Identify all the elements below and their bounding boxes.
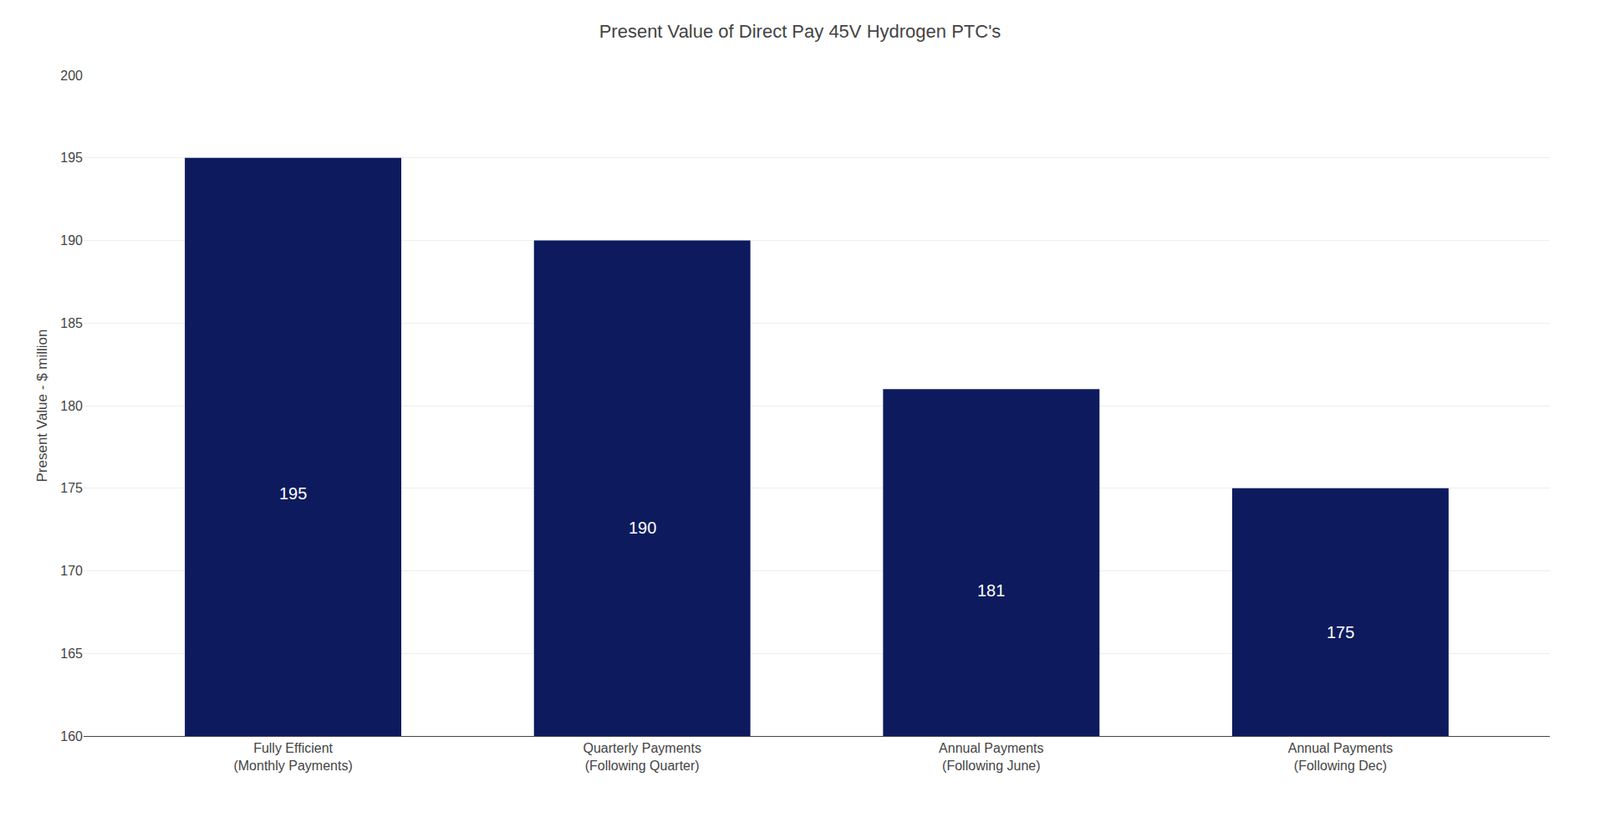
svg-text:Fully Efficient(Monthly Paymen: Fully Efficient(Monthly Payments) xyxy=(233,740,352,773)
svg-text:Present Value of Direct Pay 45: Present Value of Direct Pay 45V Hydrogen… xyxy=(599,20,1002,42)
svg-text:175: 175 xyxy=(1326,622,1355,642)
svg-text:Annual Payments(Following Dec): Annual Payments(Following Dec) xyxy=(1288,740,1393,773)
svg-text:175: 175 xyxy=(60,480,83,495)
svg-text:190: 190 xyxy=(628,518,657,537)
svg-text:181: 181 xyxy=(977,580,1005,600)
svg-text:Present Value - $ million: Present Value - $ million xyxy=(34,329,51,483)
svg-text:180: 180 xyxy=(60,398,83,413)
svg-text:165: 165 xyxy=(60,646,83,661)
svg-text:170: 170 xyxy=(60,563,83,578)
svg-text:195: 195 xyxy=(60,150,83,165)
svg-text:195: 195 xyxy=(279,484,307,503)
svg-text:190: 190 xyxy=(60,233,83,248)
svg-text:Quarterly Payments(Following Q: Quarterly Payments(Following Quarter) xyxy=(582,740,701,773)
svg-text:160: 160 xyxy=(60,728,83,744)
svg-text:185: 185 xyxy=(60,315,83,331)
svg-text:200: 200 xyxy=(60,68,83,83)
svg-text:Annual Payments(Following June: Annual Payments(Following June) xyxy=(938,740,1044,773)
